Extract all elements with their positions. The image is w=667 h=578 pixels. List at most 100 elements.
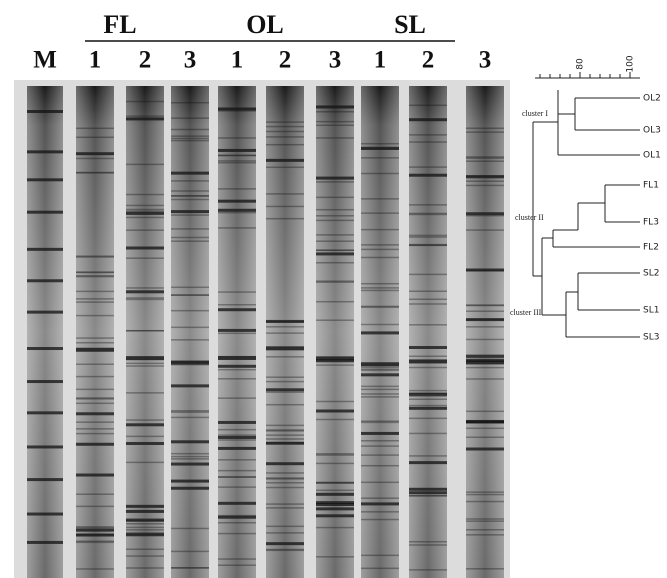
gel-band [361, 511, 399, 513]
gel-band [76, 298, 114, 300]
gel-band [266, 158, 304, 162]
gel-band [361, 228, 399, 231]
gel-band [171, 286, 209, 289]
group-label: OL [246, 10, 284, 39]
gel-band [409, 395, 447, 397]
gel-band [218, 428, 256, 431]
gel-band [171, 458, 209, 460]
gel-band [126, 442, 164, 446]
gel-band [266, 486, 304, 489]
gel-lane-edge [266, 86, 304, 578]
gel-band [266, 193, 304, 195]
gel-band [266, 434, 304, 436]
gel-band [171, 294, 209, 296]
gel-band [76, 526, 114, 528]
gel-band [126, 329, 164, 332]
gel-band [466, 214, 504, 217]
gel-band [266, 332, 304, 334]
lane-label: 1 [89, 47, 102, 74]
gel-band [218, 564, 256, 566]
gel-band [466, 131, 504, 133]
gel-band [466, 493, 504, 496]
gel-band [171, 195, 209, 197]
gel-band [361, 481, 399, 484]
gel-band [126, 392, 164, 394]
gel-band [76, 290, 114, 293]
gel-band [316, 261, 354, 264]
gel-band [266, 507, 304, 509]
gel-band [218, 521, 256, 524]
gel-band [361, 366, 399, 369]
gel-band [76, 341, 114, 344]
gel-band [316, 400, 354, 403]
gel-band [266, 532, 304, 534]
gel-band [126, 504, 164, 508]
gel-band [266, 217, 304, 220]
gel-band [218, 332, 256, 335]
gel-band [316, 120, 354, 123]
gel-band [361, 454, 399, 456]
gel-band [76, 256, 114, 258]
gel-band [409, 345, 447, 349]
gel-band [409, 392, 447, 396]
gel-band [27, 310, 63, 314]
gel-lane-edge [27, 86, 63, 578]
gel-band [466, 160, 504, 162]
gel-band [409, 204, 447, 206]
gel-band [27, 478, 63, 482]
gel-band [171, 294, 209, 296]
gel-band [126, 287, 164, 289]
gel-band [361, 368, 399, 370]
gel-band [126, 193, 164, 196]
gel-band [218, 199, 256, 203]
gel-band [218, 328, 256, 332]
gel-band [361, 420, 399, 422]
leaf-label: FL3 [643, 218, 659, 228]
gel-band [126, 117, 164, 121]
gel-band [76, 493, 114, 495]
leaf-label: SL2 [643, 269, 659, 279]
gel-band [409, 455, 447, 457]
gel-band [316, 234, 354, 236]
gel-band [466, 436, 504, 439]
gel-band [218, 476, 256, 478]
gel-band [466, 318, 504, 322]
gel-band [266, 326, 304, 328]
gel-band [409, 491, 447, 495]
gel-lane-edge [466, 86, 504, 578]
gel-band [409, 212, 447, 215]
gel-band [218, 160, 256, 162]
gel-band [361, 396, 399, 398]
gel-band [171, 240, 209, 242]
gel-band [171, 339, 209, 341]
gel-band [171, 135, 209, 137]
gel-band [171, 139, 209, 142]
gel-band [466, 212, 504, 216]
gel-band [76, 541, 114, 544]
gel-band [361, 369, 399, 372]
gel-band [316, 507, 354, 511]
gel-band [409, 494, 447, 497]
gel-band [218, 188, 256, 190]
gel-lane-edge [76, 86, 114, 578]
gel-band [76, 275, 114, 278]
gel-band [316, 110, 354, 113]
gel-band [218, 355, 256, 360]
gel-band [316, 176, 354, 180]
gel-band [316, 454, 354, 456]
gel-lane-edge [409, 86, 447, 578]
gel-band [171, 210, 209, 214]
gel-band [218, 514, 256, 517]
gel-band [266, 549, 304, 552]
gel-band [361, 393, 399, 395]
gel-band [218, 501, 256, 505]
gel-band [126, 290, 164, 294]
gel-band [76, 428, 114, 430]
gel-band [409, 355, 447, 357]
gel-band [218, 469, 256, 472]
gel-band [466, 229, 504, 231]
gel-band [218, 107, 256, 111]
gel-band [171, 309, 209, 312]
gel-band [409, 134, 447, 136]
gel-band [316, 249, 354, 251]
